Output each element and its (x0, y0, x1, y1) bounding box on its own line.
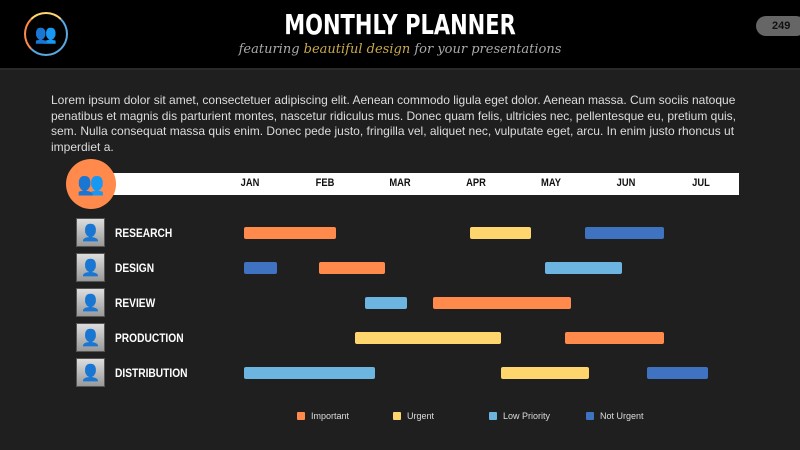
legend-item: Important (297, 411, 349, 421)
task-bar (565, 332, 665, 344)
avatar: 👤 (76, 358, 105, 387)
task-bar (544, 262, 623, 274)
month-label-may: MAY (540, 177, 561, 189)
month-label-jan: JAN (240, 177, 260, 189)
legend-label: Low Priority (503, 411, 551, 421)
legend-swatch (489, 412, 497, 420)
task-bar (355, 332, 502, 344)
row-label: REVIEW (115, 296, 156, 310)
task-bar (365, 297, 408, 309)
avatar: 👤 (76, 253, 105, 282)
gantt-row: 👤 DESIGN (0, 253, 800, 283)
gantt-row: 👤 PRODUCTION (0, 323, 800, 353)
legend-label: Important (311, 411, 350, 421)
gantt-row: 👤 RESEARCH (0, 218, 800, 248)
month-label-feb: FEB (315, 177, 335, 189)
page-number-badge: 249 (756, 16, 800, 36)
task-bar (501, 367, 590, 379)
row-label: PRODUCTION (115, 331, 184, 345)
subtitle-pre: featuring (238, 42, 304, 57)
task-bar (432, 297, 572, 309)
task-bar (319, 262, 386, 274)
row-label: RESEARCH (115, 226, 173, 240)
avatar: 👤 (76, 323, 105, 352)
header: 👥 MONTHLY PLANNER featuring beautiful de… (0, 0, 800, 70)
month-label-apr: APR (465, 177, 486, 189)
month-label-jul: JUL (692, 177, 711, 189)
task-bar (243, 262, 278, 274)
subtitle-post: for your presentations (410, 42, 562, 57)
gantt-row: 👤 DISTRIBUTION (0, 358, 800, 388)
month-header-bar: JAN FEB MAR APR MAY JUN JUL (90, 173, 739, 195)
group-icon: 👥 (24, 12, 68, 56)
legend-swatch (393, 412, 401, 420)
legend-item: Urgent (393, 411, 434, 421)
subtitle: featuring beautiful design for your pres… (0, 42, 800, 57)
avatar: 👤 (76, 218, 105, 247)
task-bar (243, 227, 336, 239)
task-bar (243, 367, 375, 379)
body-paragraph: Lorem ipsum dolor sit amet, consectetuer… (51, 93, 737, 154)
gantt-row: 👤 REVIEW (0, 288, 800, 318)
row-label: DESIGN (115, 261, 155, 275)
page-title: MONTHLY PLANNER (284, 8, 516, 41)
legend-label: Urgent (407, 411, 435, 421)
task-bar (647, 367, 708, 379)
task-bar (584, 227, 665, 239)
subtitle-highlight: beautiful design (303, 42, 411, 57)
row-label: DISTRIBUTION (115, 366, 188, 380)
legend-item: Low Priority (489, 411, 550, 421)
legend-swatch (586, 412, 594, 420)
task-bar (470, 227, 532, 239)
avatar: 👤 (76, 288, 105, 317)
month-label-mar: MAR (389, 177, 412, 189)
month-label-jun: JUN (616, 177, 636, 189)
legend-swatch (297, 412, 305, 420)
legend-label: Not Urgent (600, 411, 644, 421)
legend-item: Not Urgent (586, 411, 644, 421)
team-icon: 👥 (66, 159, 116, 209)
